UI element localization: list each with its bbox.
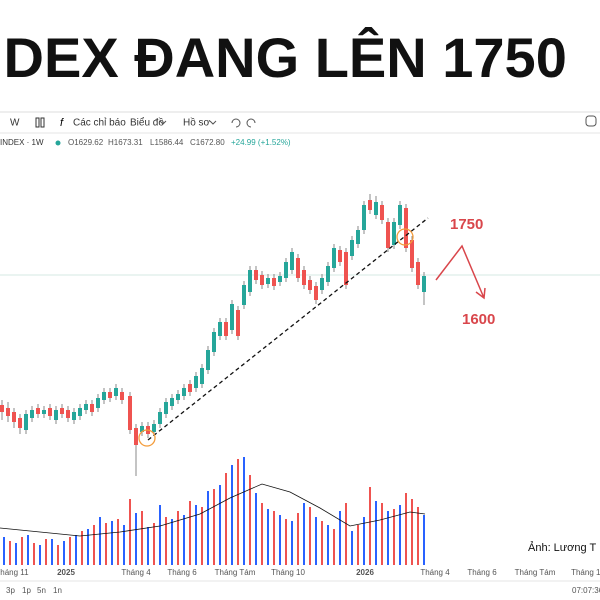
fx-icon: f [60,117,64,129]
candle-icon[interactable] [35,117,40,128]
interval[interactable]: W [10,118,20,129]
x-label: Tháng 11 [0,568,29,577]
x-label: Tháng Tám [215,568,256,577]
volume-ma [0,483,426,537]
x-label: Tháng 10 [571,568,600,577]
clock: 07:07:36 [572,586,600,595]
settings-icon[interactable] [585,115,597,127]
status-dot [55,140,61,146]
symbol: INDEX · 1W [0,138,44,147]
open: O1629.62 [68,138,104,147]
arrow [435,244,486,300]
annotation: 1750 [450,216,483,233]
x-axis: Tháng 11 2025 Tháng 4 Tháng 6 Tháng Tám … [0,568,600,577]
down-candles [0,200,420,445]
chart-menu[interactable]: Biểu đồ [130,117,164,129]
title: IDEX ĐANG LÊN 1750 [0,26,567,89]
change: +24.99 (+1.52%) [231,138,291,147]
x-label: Tháng 6 [467,568,497,577]
range-button[interactable]: 1n [53,586,62,595]
up-candles [24,202,426,432]
x-label: 2026 [356,568,374,577]
x-label: 2025 [57,568,75,577]
close: C1672.80 [190,138,225,147]
range-button[interactable]: 1p [22,586,31,595]
x-label: Tháng 4 [420,568,450,577]
trendline [147,217,429,441]
low: L1586.44 [150,138,184,147]
x-label: Tháng 4 [121,568,151,577]
highlight [396,228,414,246]
high: H1673.31 [108,138,143,147]
x-label: Tháng Tám [515,568,556,577]
x-label: Tháng 6 [167,568,197,577]
volume-down [9,459,419,565]
indicators[interactable]: Các chỉ báo [73,117,126,129]
candle-icon [40,117,45,128]
range-button[interactable]: 3p [6,586,15,595]
credit: Ảnh: Lương T [528,541,596,554]
volume-up [3,457,425,565]
x-label: Tháng 10 [271,568,305,577]
annotation: 1600 [462,311,495,328]
range-button[interactable]: 5n [37,586,46,595]
toolbar-icons [159,118,256,128]
profile-menu[interactable]: Hồ sơ [183,117,211,129]
highlight [138,429,156,447]
